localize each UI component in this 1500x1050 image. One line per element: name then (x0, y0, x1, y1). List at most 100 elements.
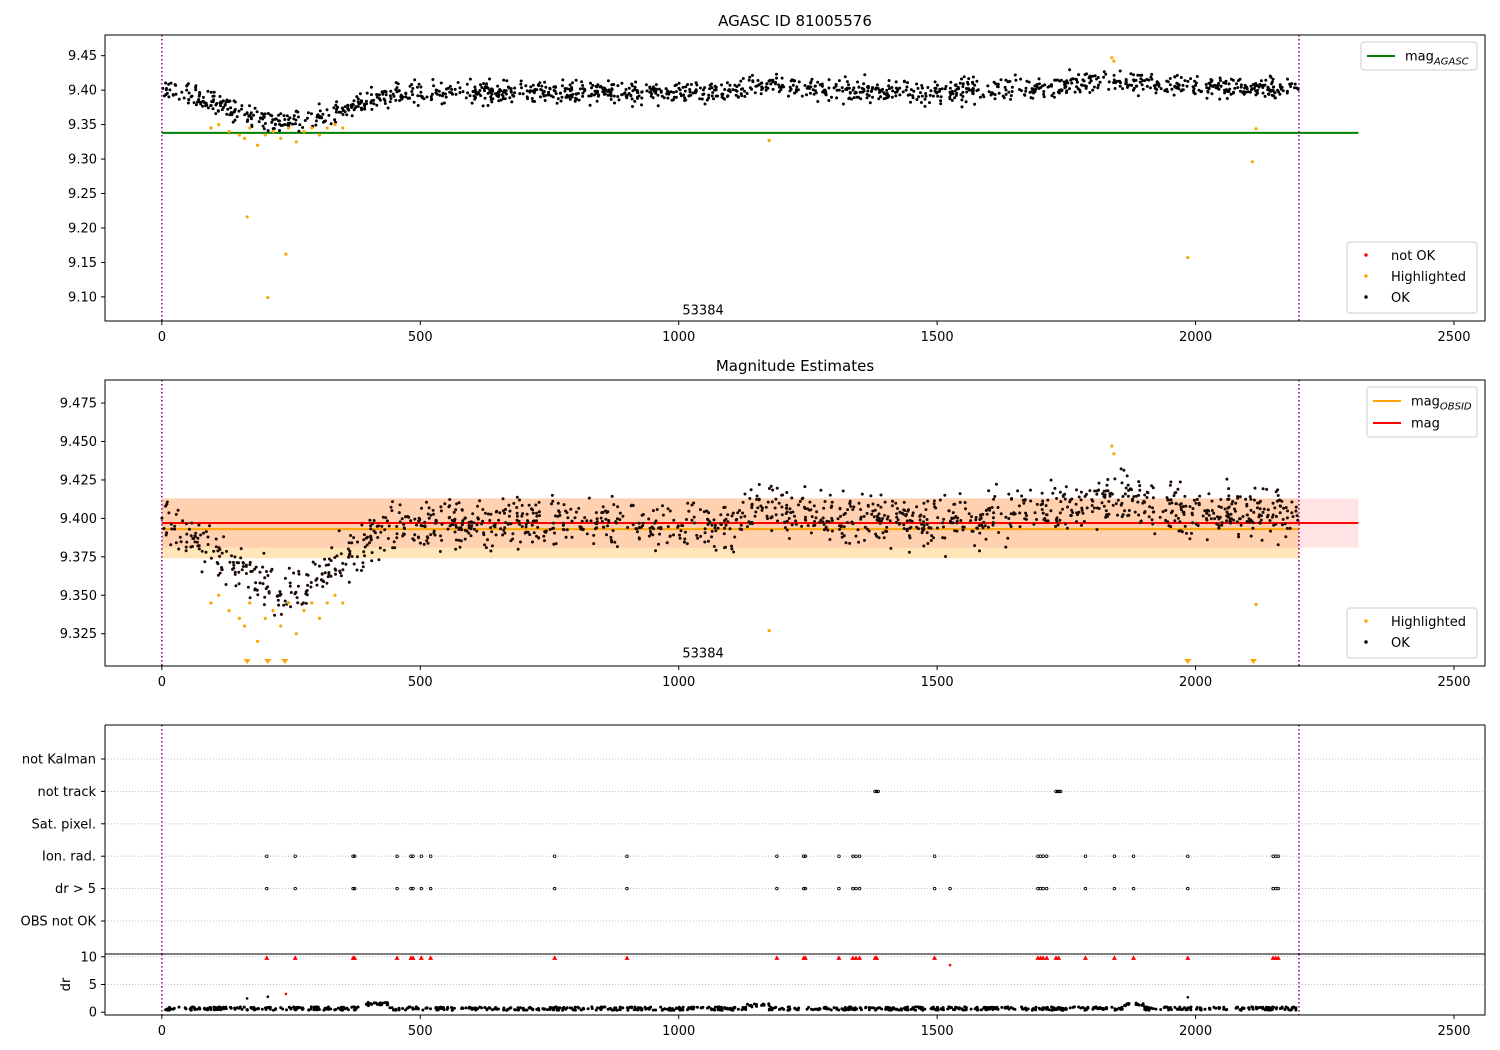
dr-ok-point (711, 1007, 715, 1011)
ok-point (1204, 83, 1208, 86)
ok-point (876, 86, 880, 90)
ok-point (589, 81, 592, 85)
ok-point (1064, 485, 1068, 489)
ok-point (969, 519, 973, 523)
ok-point (195, 540, 199, 544)
dr-ok-point (902, 1006, 906, 1010)
ok-point (1256, 88, 1260, 92)
ok-point (757, 483, 761, 486)
ok-point (803, 485, 807, 489)
ok-point (352, 536, 356, 540)
ok-point (948, 95, 952, 99)
dr-ok-point (345, 1006, 349, 1010)
ok-point (771, 78, 775, 82)
dr-ok-point (581, 1006, 585, 1010)
ok-point (1108, 494, 1112, 498)
dr-ok-point (480, 1006, 484, 1010)
ok-point (710, 82, 713, 86)
ok-point (416, 104, 420, 107)
dr-ok-point (1186, 995, 1190, 999)
ok-point (958, 500, 962, 504)
dr-ok-point (1147, 1006, 1150, 1010)
dr-ok-point (957, 1007, 961, 1011)
ok-point (392, 94, 396, 98)
ok-point (767, 487, 771, 490)
ok-point (532, 531, 536, 535)
x-tick-label-0-2: 1000 (662, 330, 695, 345)
ok-point (263, 576, 267, 580)
ok-point (816, 100, 820, 103)
ok-point (936, 516, 940, 520)
ok-point (354, 105, 358, 109)
ok-point (1009, 94, 1013, 98)
ok-point (816, 80, 820, 84)
ok-point (174, 541, 178, 545)
ok-point (727, 88, 731, 92)
ok-point (346, 547, 350, 551)
legend-label-1-0: Highlighted (1391, 615, 1466, 630)
ok-point (343, 105, 347, 109)
ok-point (1088, 76, 1092, 80)
ok-point (610, 88, 614, 92)
ok-point (820, 84, 824, 88)
ok-point (976, 88, 980, 92)
ok-point (674, 90, 678, 94)
ok-point (710, 523, 714, 527)
legend-label-main: mag (1405, 50, 1434, 65)
ok-point (1268, 89, 1272, 93)
highlighted-point (209, 601, 213, 605)
ok-point (747, 78, 751, 82)
ok-point (966, 80, 969, 84)
ok-point (524, 84, 528, 88)
dr-ok-point (378, 1002, 382, 1006)
ok-point (788, 507, 792, 511)
ok-point (1217, 81, 1221, 85)
ok-point (531, 519, 535, 523)
ok-point (583, 516, 587, 520)
ok-point (561, 78, 565, 82)
dr-clipped-marker (410, 955, 416, 960)
ok-point (641, 521, 645, 525)
ok-point (1168, 83, 1172, 87)
ok-point (830, 500, 834, 504)
ok-point (851, 88, 855, 92)
ok-point (879, 505, 883, 509)
ok-point (327, 563, 331, 567)
ok-point (978, 518, 982, 521)
dr-ok-point (867, 1006, 871, 1009)
ok-point (1205, 538, 1209, 542)
highlighted-point (248, 601, 252, 605)
ok-point (830, 519, 834, 523)
dr-ok-point (586, 1007, 590, 1011)
ok-point (499, 89, 503, 93)
ok-point (720, 83, 723, 87)
ok-point (282, 603, 286, 607)
ok-point (1225, 519, 1228, 523)
ok-point (1088, 489, 1092, 493)
flag-point (1045, 886, 1049, 891)
ok-point (1008, 522, 1012, 526)
ok-point (863, 525, 867, 529)
ok-point (1110, 492, 1114, 496)
ok-point (592, 542, 596, 546)
ok-point (857, 85, 861, 89)
ok-point (1157, 84, 1161, 88)
dr-ok-point (531, 1007, 535, 1011)
ok-point (1181, 83, 1185, 87)
ok-point (929, 539, 933, 542)
ok-point (330, 546, 334, 550)
ok-point (349, 103, 353, 107)
ok-point (329, 122, 333, 126)
ok-point (953, 96, 957, 100)
ok-point (857, 540, 861, 544)
y-tick-label-3-2: 10 (80, 950, 97, 965)
ok-point (723, 88, 727, 91)
ok-point (1100, 501, 1104, 505)
ok-point (563, 87, 567, 90)
ok-point (1150, 72, 1154, 76)
ok-point (713, 523, 717, 527)
dr-ok-point (215, 1008, 219, 1011)
ok-point (360, 523, 364, 527)
ok-point (306, 573, 310, 577)
ok-point (531, 508, 535, 512)
